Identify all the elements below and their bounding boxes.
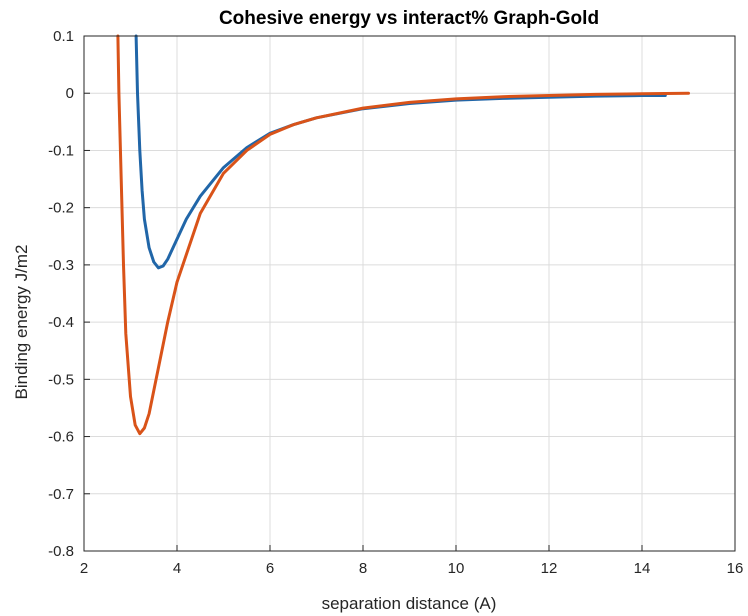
y-tick-label: -0.6 <box>48 429 74 446</box>
y-tick-label: -0.2 <box>48 200 74 217</box>
y-tick-label: -0.8 <box>48 543 74 560</box>
x-axis-label: separation distance (A) <box>322 594 497 613</box>
x-tick-label: 12 <box>541 560 558 577</box>
y-tick-label: -0.3 <box>48 257 74 274</box>
y-tick-label: 0 <box>66 85 74 102</box>
x-tick-label: 16 <box>727 560 744 577</box>
x-tick-label: 8 <box>359 560 367 577</box>
y-axis-label: Binding energy J/m2 <box>12 245 31 400</box>
ticks: 2 4 6 8 10 12 14 16 0.1 0 -0.1 -0.2 -0.3 -0.4 -0.5 -0.6… <box>48 28 743 577</box>
chart-title: Cohesive energy vs interact% Graph-Gold <box>219 8 599 29</box>
x-tick-label: 10 <box>448 560 465 577</box>
y-tick-label: -0.4 <box>48 314 74 331</box>
y-tick-label: -0.5 <box>48 371 74 388</box>
y-tick-label: -0.1 <box>48 142 74 159</box>
plot-frame <box>83 35 736 552</box>
x-tick-label: 4 <box>173 560 181 577</box>
x-tick-label: 2 <box>80 560 88 577</box>
x-tick-label: 14 <box>634 560 651 577</box>
grid <box>83 35 736 552</box>
series-line-1 <box>134 34 667 270</box>
series-layer <box>116 34 690 436</box>
x-tick-label: 6 <box>266 560 274 577</box>
y-tick-label: 0.1 <box>53 28 74 45</box>
y-tick-label: -0.7 <box>48 486 74 503</box>
series-line-2 <box>116 34 690 436</box>
